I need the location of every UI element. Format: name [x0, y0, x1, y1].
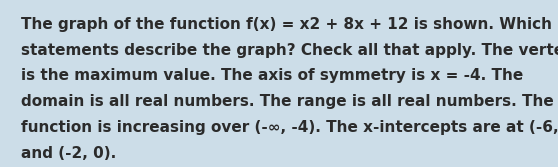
Text: and (-2, 0).: and (-2, 0). [21, 146, 117, 161]
Text: The graph of the function f(x) = x2 + 8x + 12 is shown. Which: The graph of the function f(x) = x2 + 8x… [21, 17, 552, 32]
Text: function is increasing over (-∞, -4). The x-intercepts are at (-6, 0): function is increasing over (-∞, -4). Th… [21, 120, 558, 135]
Text: statements describe the graph? Check all that apply. The vertex: statements describe the graph? Check all… [21, 43, 558, 58]
Text: is the maximum value. The axis of symmetry is x = -4. The: is the maximum value. The axis of symmet… [21, 68, 523, 84]
Text: domain is all real numbers. The range is all real numbers. The: domain is all real numbers. The range is… [21, 94, 554, 109]
